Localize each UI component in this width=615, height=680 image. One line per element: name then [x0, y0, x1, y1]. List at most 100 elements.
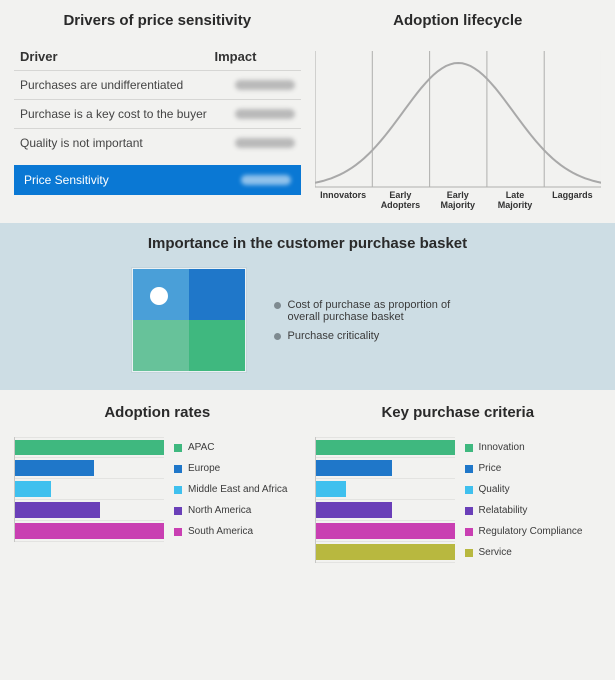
adoption-title: Adoption rates — [14, 404, 301, 421]
bar-legend-item: Regulatory Compliance — [465, 521, 602, 542]
legend-swatch-icon — [465, 507, 473, 515]
bar-fill — [316, 523, 455, 539]
drivers-row-label: Purchase is a key cost to the buyer — [20, 107, 235, 121]
drivers-title: Drivers of price sensitivity — [14, 12, 301, 29]
bar-fill — [316, 460, 392, 476]
bar-legend-label: APAC — [188, 442, 215, 453]
legend-swatch-icon — [465, 444, 473, 452]
bar-legend-label: Quality — [479, 484, 510, 495]
basket-quad-br — [189, 320, 245, 371]
basket-title: Importance in the customer purchase bask… — [14, 235, 601, 252]
legend-swatch-icon — [174, 465, 182, 473]
drivers-col1: Driver — [20, 49, 215, 64]
drivers-row-value-blurred — [235, 109, 295, 119]
bar-row — [316, 437, 455, 458]
drivers-summary-row: Price Sensitivity — [14, 165, 301, 195]
bar-fill — [316, 481, 347, 497]
legend-bullet-icon — [274, 333, 281, 340]
basket-quad-bl — [133, 320, 189, 371]
legend-swatch-icon — [465, 465, 473, 473]
lifecycle-chart: InnovatorsEarlyAdoptersEarlyMajorityLate… — [315, 45, 602, 215]
legend-swatch-icon — [465, 549, 473, 557]
bar-legend-item: Service — [465, 542, 602, 563]
basket-legend-item: Cost of purchase as proportion of overal… — [274, 299, 484, 323]
drivers-row: Purchase is a key cost to the buyer — [14, 99, 301, 128]
bar-legend-label: Europe — [188, 463, 220, 474]
lifecycle-segment-label: EarlyMajority — [429, 191, 486, 211]
drivers-panel: Drivers of price sensitivity Driver Impa… — [14, 12, 301, 215]
bar-row — [15, 479, 164, 500]
bar-legend-item: North America — [174, 500, 301, 521]
bar-fill — [15, 481, 51, 497]
bar-legend-item: Europe — [174, 458, 301, 479]
basket-matrix — [132, 268, 246, 372]
bar-legend-label: Regulatory Compliance — [479, 526, 583, 537]
bar-fill — [15, 502, 100, 518]
adoption-legend: APAC Europe Middle East and Africa North Am… — [174, 437, 301, 542]
lifecycle-segment-label: EarlyAdopters — [372, 191, 429, 211]
bar-legend-label: Service — [479, 547, 512, 558]
bar-legend-label: North America — [188, 505, 251, 516]
drivers-row-label: Quality is not important — [20, 136, 235, 150]
bar-legend-label: Price — [479, 463, 502, 474]
legend-swatch-icon — [174, 486, 182, 494]
bar-row — [15, 458, 164, 479]
criteria-bars — [315, 437, 455, 563]
bar-legend-label: Middle East and Africa — [188, 484, 288, 495]
drivers-summary-label: Price Sensitivity — [24, 173, 241, 187]
criteria-legend: Innovation Price Quality Relatability Regula… — [465, 437, 602, 563]
drivers-row: Purchases are undifferentiated — [14, 70, 301, 99]
legend-bullet-icon — [274, 302, 281, 309]
lifecycle-title: Adoption lifecycle — [315, 12, 602, 29]
drivers-row-label: Purchases are undifferentiated — [20, 78, 235, 92]
bar-row — [316, 542, 455, 563]
bar-legend-label: Relatability — [479, 505, 528, 516]
lifecycle-segment-label: LateMajority — [486, 191, 543, 211]
bar-fill — [316, 544, 455, 560]
legend-swatch-icon — [174, 528, 182, 536]
legend-swatch-icon — [174, 444, 182, 452]
legend-swatch-icon — [174, 507, 182, 515]
legend-swatch-icon — [465, 486, 473, 494]
bar-legend-item: Relatability — [465, 500, 602, 521]
bar-row — [15, 437, 164, 458]
adoption-bars — [14, 437, 164, 542]
criteria-panel: Key purchase criteria Innovation Price Qua… — [315, 404, 602, 563]
bar-fill — [15, 440, 164, 455]
basket-legend-item: Purchase criticality — [274, 330, 484, 342]
drivers-row: Quality is not important — [14, 128, 301, 157]
bar-legend-item: Innovation — [465, 437, 602, 458]
bar-row — [316, 458, 455, 479]
basket-legend: Cost of purchase as proportion of overal… — [274, 292, 484, 349]
bar-legend-item: APAC — [174, 437, 301, 458]
bar-fill — [316, 440, 455, 455]
bar-legend-item: Price — [465, 458, 602, 479]
basket-panel: Importance in the customer purchase bask… — [0, 223, 615, 390]
lifecycle-segment-label: Innovators — [315, 191, 372, 211]
basket-legend-label: Cost of purchase as proportion of overal… — [288, 299, 484, 323]
drivers-row-value-blurred — [235, 138, 295, 148]
bar-row — [316, 521, 455, 542]
bar-legend-item: Middle East and Africa — [174, 479, 301, 500]
bar-legend-item: South America — [174, 521, 301, 542]
adoption-panel: Adoption rates APAC Europe Middle East and… — [14, 404, 301, 563]
bar-row — [15, 500, 164, 521]
bar-row — [316, 479, 455, 500]
basket-legend-label: Purchase criticality — [288, 330, 380, 342]
lifecycle-panel: Adoption lifecycle InnovatorsEarlyAdopte… — [315, 12, 602, 215]
bar-fill — [316, 502, 392, 518]
drivers-row-value-blurred — [235, 80, 295, 90]
basket-quad-tr — [189, 269, 245, 320]
legend-swatch-icon — [465, 528, 473, 536]
drivers-table-header: Driver Impact — [14, 45, 301, 70]
bar-row — [316, 500, 455, 521]
criteria-title: Key purchase criteria — [315, 404, 602, 421]
drivers-col2: Impact — [215, 49, 295, 64]
lifecycle-segment-label: Laggards — [544, 191, 601, 211]
drivers-summary-value-blurred — [241, 175, 291, 185]
bar-row — [15, 521, 164, 542]
bar-legend-label: South America — [188, 526, 253, 537]
bar-fill — [15, 523, 164, 539]
bar-legend-item: Quality — [465, 479, 602, 500]
bar-fill — [15, 460, 94, 476]
